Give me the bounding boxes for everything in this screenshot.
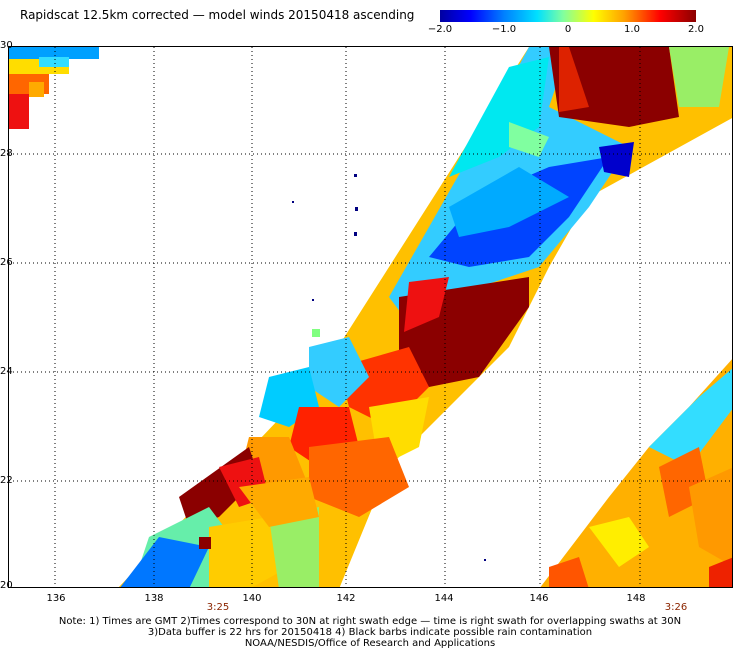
- colorbar-tick: −1.0: [491, 24, 517, 35]
- colorbar-tick: 1.0: [624, 24, 640, 35]
- lat-label: 30: [0, 40, 13, 51]
- footnote-line: 3)Data buffer is 22 hrs for 20150418 4) …: [147, 627, 593, 638]
- swath-fragment-top-left: [9, 47, 99, 129]
- swath-time-label: 3:26: [664, 602, 688, 613]
- footnote-line: Note: 1) Times are GMT 2)Times correspon…: [58, 616, 682, 627]
- lon-label: 140: [242, 593, 262, 604]
- graticule: [9, 47, 732, 587]
- lon-label: 136: [46, 593, 66, 604]
- lat-label: 24: [0, 366, 13, 377]
- colorbar-tick: −2.0: [427, 24, 453, 35]
- lon-label: 148: [626, 593, 646, 604]
- islands: [292, 174, 486, 561]
- map-title: Rapidscat 12.5km corrected — model winds…: [20, 8, 415, 22]
- lat-label: 20: [0, 580, 13, 591]
- footnote-credit: NOAA/NESDIS/Office of Research and Appli…: [244, 638, 496, 649]
- lon-label: 146: [529, 593, 549, 604]
- colorbar-gradient: [440, 10, 696, 22]
- lon-label: 144: [434, 593, 454, 604]
- colorbar-tick: 2.0: [688, 24, 704, 35]
- map-canvas: [9, 47, 732, 587]
- swath-time-label: 3:25: [206, 602, 230, 613]
- lon-label: 142: [336, 593, 356, 604]
- wind-map: [8, 46, 733, 588]
- colorbar: −2.0 −1.0 0 1.0 2.0: [428, 10, 704, 35]
- colorbar-tick: 0: [564, 24, 572, 35]
- lat-label: 26: [0, 257, 13, 268]
- swath-fragment-bottom-right: [540, 359, 732, 587]
- lat-label: 28: [0, 148, 13, 159]
- lat-label: 22: [0, 475, 13, 486]
- lon-label: 138: [144, 593, 164, 604]
- swath-main: [118, 47, 732, 587]
